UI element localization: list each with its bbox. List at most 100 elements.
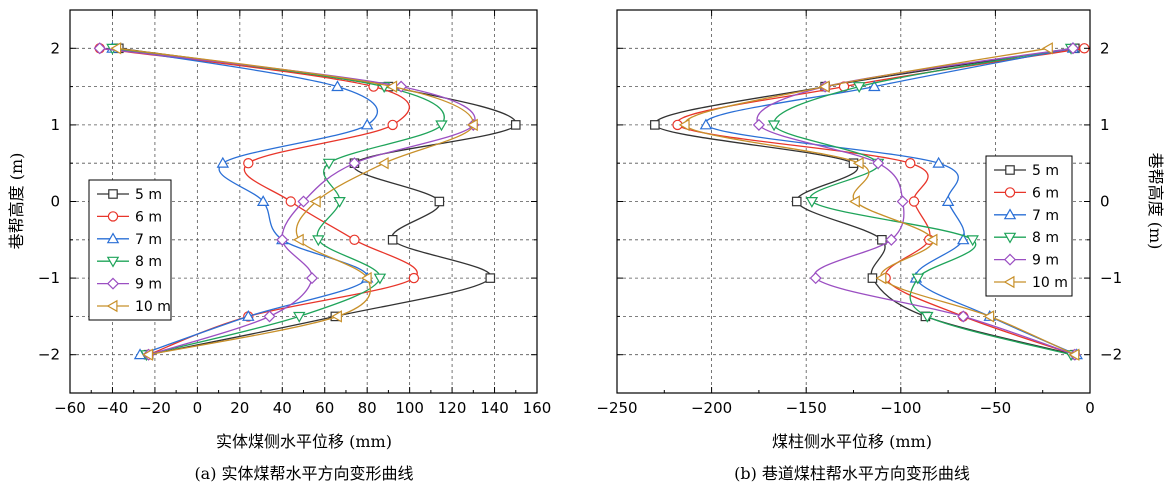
legend-box [985, 155, 1073, 297]
panel-a-y-axis-label: 巷帮高度 (m) [7, 153, 26, 250]
legend-marker [1005, 165, 1015, 175]
legend-marker [108, 189, 118, 199]
data-point [110, 42, 122, 55]
x-tick-label: 160 [523, 399, 552, 417]
x-tick-label: 120 [438, 399, 467, 417]
data-point [1066, 42, 1080, 55]
data-point [941, 195, 955, 206]
data-point [926, 233, 938, 247]
panel-b-ticks: −250 −200 −150 −100 −50 0 −2 −1 0 1 2 [596, 10, 1122, 417]
legend-marker [1003, 253, 1017, 266]
x-tick-label: 80 [358, 399, 377, 417]
data-point [305, 272, 319, 285]
legend-label: 5 m [1032, 163, 1059, 179]
data-point [360, 271, 372, 285]
y-tick-label: −2 [1100, 346, 1122, 364]
legend-marker [107, 211, 119, 222]
panel-a-chart: −60 −40 −20 0 20 40 60 80 100 120 140 160 −2 −1 0 1 2 5 … [7, 9, 551, 483]
data-point [387, 235, 398, 245]
x-tick-label: −50 [980, 399, 1012, 417]
panel-b-caption: (b) 巷道煤柱帮水平方向变形曲线 [734, 464, 970, 483]
series-line [112, 47, 445, 356]
data-point [331, 80, 344, 92]
x-tick-label: 0 [1085, 399, 1095, 417]
legend-label: 7 m [1032, 208, 1059, 224]
legend-marker [1003, 232, 1017, 244]
legend-marker [1003, 275, 1015, 289]
data-point [867, 273, 878, 283]
legend-label: 8 m [1032, 230, 1059, 246]
y-tick-label: 2 [1100, 39, 1110, 57]
panel-a-legend: 5 m 6 m 7 m 8 m 9 m 10 m [88, 179, 172, 321]
data-point [292, 233, 304, 247]
x-tick-label: −20 [139, 399, 171, 417]
data-point [285, 196, 296, 207]
data-point [908, 196, 920, 207]
legend-marker [106, 277, 120, 290]
x-tick-label: −60 [54, 399, 86, 417]
legend-label: 6 m [1032, 185, 1059, 201]
data-point [395, 80, 408, 93]
data-point [848, 195, 860, 208]
panel-b-chart: −250 −200 −150 −100 −50 0 −2 −1 0 1 2 5 m 6 m 7 m 8 m… [596, 9, 1165, 483]
data-point [297, 195, 310, 208]
data-point [434, 196, 445, 207]
data-point [767, 120, 781, 132]
y-tick-label: 2 [50, 39, 60, 57]
data-point [377, 156, 389, 170]
data-point [435, 120, 448, 132]
data-point [216, 156, 230, 168]
data-point [678, 118, 690, 132]
legend-box [88, 179, 172, 321]
legend-label: 5 m [135, 187, 162, 203]
data-point [872, 157, 885, 170]
data-point [142, 348, 154, 361]
data-point [386, 80, 398, 93]
x-tick-label: −150 [786, 399, 827, 417]
data-point [322, 158, 336, 170]
data-point [408, 272, 420, 284]
data-point [349, 234, 360, 245]
data-point [293, 311, 306, 323]
y-tick-label: −2 [38, 346, 60, 364]
legend-marker [1003, 208, 1017, 220]
y-tick-label: 0 [1100, 193, 1110, 211]
data-point [360, 118, 374, 130]
data-point [510, 120, 521, 130]
data-point [852, 82, 866, 94]
data-point [921, 311, 934, 323]
data-point [932, 156, 945, 168]
x-tick-label: 100 [395, 399, 424, 417]
data-point [699, 118, 713, 130]
x-tick-label: 140 [480, 399, 509, 417]
data-point [885, 233, 898, 246]
data-point [331, 310, 342, 323]
legend-label: 9 m [1032, 253, 1059, 269]
data-point [348, 157, 361, 170]
data-point [93, 42, 106, 55]
panel-a-ticks: −60 −40 −20 0 20 40 60 80 100 120 140 160 −2 −1 0 1 2 [38, 10, 551, 417]
data-point [983, 310, 995, 323]
data-point [256, 195, 270, 206]
data-point [263, 310, 276, 323]
panel-a-series [93, 41, 521, 362]
data-point [957, 233, 970, 245]
data-point [818, 80, 830, 93]
panel-a-x-axis-label: 实体煤侧水平位移 (mm) [216, 432, 392, 451]
data-point [243, 157, 254, 169]
x-tick-label: −100 [880, 399, 921, 417]
series-line [99, 47, 476, 356]
data-point [957, 310, 970, 323]
x-tick-label: 60 [315, 399, 334, 417]
legend-marker [106, 232, 120, 244]
y-tick-label: −1 [1100, 269, 1122, 287]
data-point [387, 119, 398, 131]
series-10m [678, 42, 1080, 361]
x-tick-label: 0 [193, 399, 203, 417]
legend-marker [106, 256, 120, 268]
data-point [373, 273, 387, 285]
data-point [911, 273, 925, 285]
x-tick-label: 20 [230, 399, 249, 417]
legend-label: 9 m [135, 277, 162, 293]
y-tick-label: 1 [1100, 116, 1110, 134]
